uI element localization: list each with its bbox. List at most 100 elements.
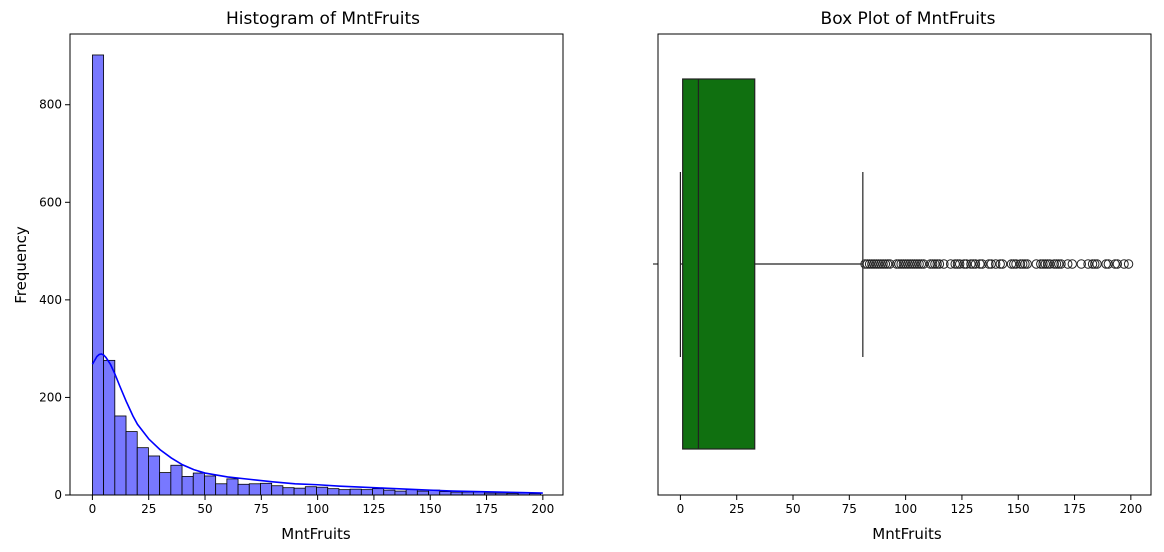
outlier-point xyxy=(912,259,922,269)
outlier-point xyxy=(950,259,960,269)
x-tick-label: 100 xyxy=(894,502,917,516)
x-tick-label: 25 xyxy=(729,502,744,516)
x-tick-label: 125 xyxy=(950,502,973,516)
histogram-title: Histogram of MntFruits xyxy=(226,9,420,29)
outlier-point xyxy=(1006,259,1017,269)
histogram-y-ticks: 0 200 400 600 800 xyxy=(39,98,70,502)
outlier-point xyxy=(1009,259,1019,269)
outlier-point xyxy=(997,259,1008,269)
x-tick-label: 75 xyxy=(254,502,269,516)
outlier-point xyxy=(1031,259,1041,269)
iqr-box xyxy=(682,78,756,450)
outlier-point xyxy=(1038,259,1048,269)
x-tick-label: 200 xyxy=(1119,502,1142,516)
outlier-point xyxy=(984,259,994,269)
outlier-point xyxy=(871,259,882,269)
outlier-point xyxy=(1110,259,1120,269)
outlier-point xyxy=(896,259,906,269)
x-tick-label: 0 xyxy=(677,502,685,516)
outlier-point xyxy=(959,259,969,269)
histogram-bar xyxy=(204,475,217,496)
histogram-bar xyxy=(136,447,149,496)
histogram-bar xyxy=(148,455,161,496)
x-tick-label: 175 xyxy=(1063,502,1086,516)
outlier-point xyxy=(1067,259,1077,269)
outlier-point xyxy=(914,259,924,269)
outlier-point xyxy=(876,259,886,269)
outlier-point xyxy=(1112,259,1123,269)
boxplot-x-ticks: 0 25 50 75 100 125 150 175 200 xyxy=(677,495,1142,516)
histogram-y-axis-label: Frequency xyxy=(12,226,30,304)
outlier-point xyxy=(945,259,956,269)
outlier-point xyxy=(900,259,911,269)
histogram-bar xyxy=(226,478,239,496)
outlier-point xyxy=(977,259,987,269)
histogram-bar xyxy=(170,464,183,496)
histogram-bar xyxy=(192,472,205,496)
outlier-point xyxy=(1054,259,1064,269)
outlier-point xyxy=(1063,259,1073,269)
outlier-point xyxy=(1045,259,1055,269)
outlier-point xyxy=(1056,259,1066,269)
outlier-point xyxy=(1076,259,1086,269)
histogram-bar xyxy=(304,486,317,496)
histogram-bar xyxy=(416,490,429,496)
outlier-point xyxy=(1018,259,1028,269)
histogram-bar xyxy=(394,490,407,496)
outlier-point xyxy=(1020,259,1030,269)
histogram-panel: Histogram of MntFruits 0 25 50 75 100 125 150 1… xyxy=(12,9,564,543)
outlier-point xyxy=(1022,259,1032,269)
outlier-point xyxy=(1042,259,1053,269)
histogram-bar xyxy=(181,476,194,496)
outlier-point xyxy=(986,259,996,269)
histogram-bar xyxy=(316,486,329,496)
outlier-point xyxy=(1123,259,1134,269)
outlier-point xyxy=(954,259,965,269)
x-tick-label: 200 xyxy=(531,502,554,516)
outlier-point xyxy=(909,259,920,269)
histogram-bar xyxy=(293,487,306,496)
histogram-bar xyxy=(349,488,362,496)
outlier-point xyxy=(1092,259,1102,269)
outlier-point xyxy=(903,259,913,269)
outlier-point xyxy=(925,259,936,269)
outlier-point xyxy=(891,259,902,269)
outlier-point xyxy=(927,259,938,269)
outlier-point xyxy=(860,259,870,269)
outlier-point xyxy=(873,259,884,269)
outlier-point xyxy=(1036,259,1046,269)
outlier-point xyxy=(961,259,972,269)
boxplot-title: Box Plot of MntFruits xyxy=(821,9,996,29)
x-tick-label: 175 xyxy=(475,502,498,516)
x-tick-label: 75 xyxy=(842,502,857,516)
outlier-point xyxy=(1040,259,1050,269)
y-tick-label: 600 xyxy=(39,195,62,209)
histogram-bar xyxy=(383,489,396,496)
histogram-bar xyxy=(360,489,373,496)
x-tick-label: 50 xyxy=(197,502,212,516)
kde-curve xyxy=(91,353,543,494)
outlier-point xyxy=(966,259,976,269)
histogram-bar xyxy=(92,54,105,496)
x-tick-label: 100 xyxy=(306,502,329,516)
x-tick-label: 0 xyxy=(89,502,97,516)
histogram-bar xyxy=(271,485,284,496)
outlier-point xyxy=(934,259,945,269)
outlier-point xyxy=(894,259,904,269)
outlier-point xyxy=(907,259,918,269)
histogram-bar xyxy=(125,431,138,496)
histogram-bar xyxy=(439,491,452,496)
y-tick-label: 400 xyxy=(39,293,62,307)
outlier-point xyxy=(991,259,1001,269)
outlier-point xyxy=(918,259,929,269)
outlier-point xyxy=(1083,259,1093,269)
outlier-point xyxy=(1103,259,1114,269)
outlier-point xyxy=(905,259,915,269)
outlier-point xyxy=(1049,259,1059,269)
outlier-point xyxy=(878,259,888,269)
outlier-point xyxy=(1090,259,1100,269)
outlier-point xyxy=(916,259,927,269)
outlier-point xyxy=(885,259,895,269)
histogram-bar xyxy=(237,483,250,496)
